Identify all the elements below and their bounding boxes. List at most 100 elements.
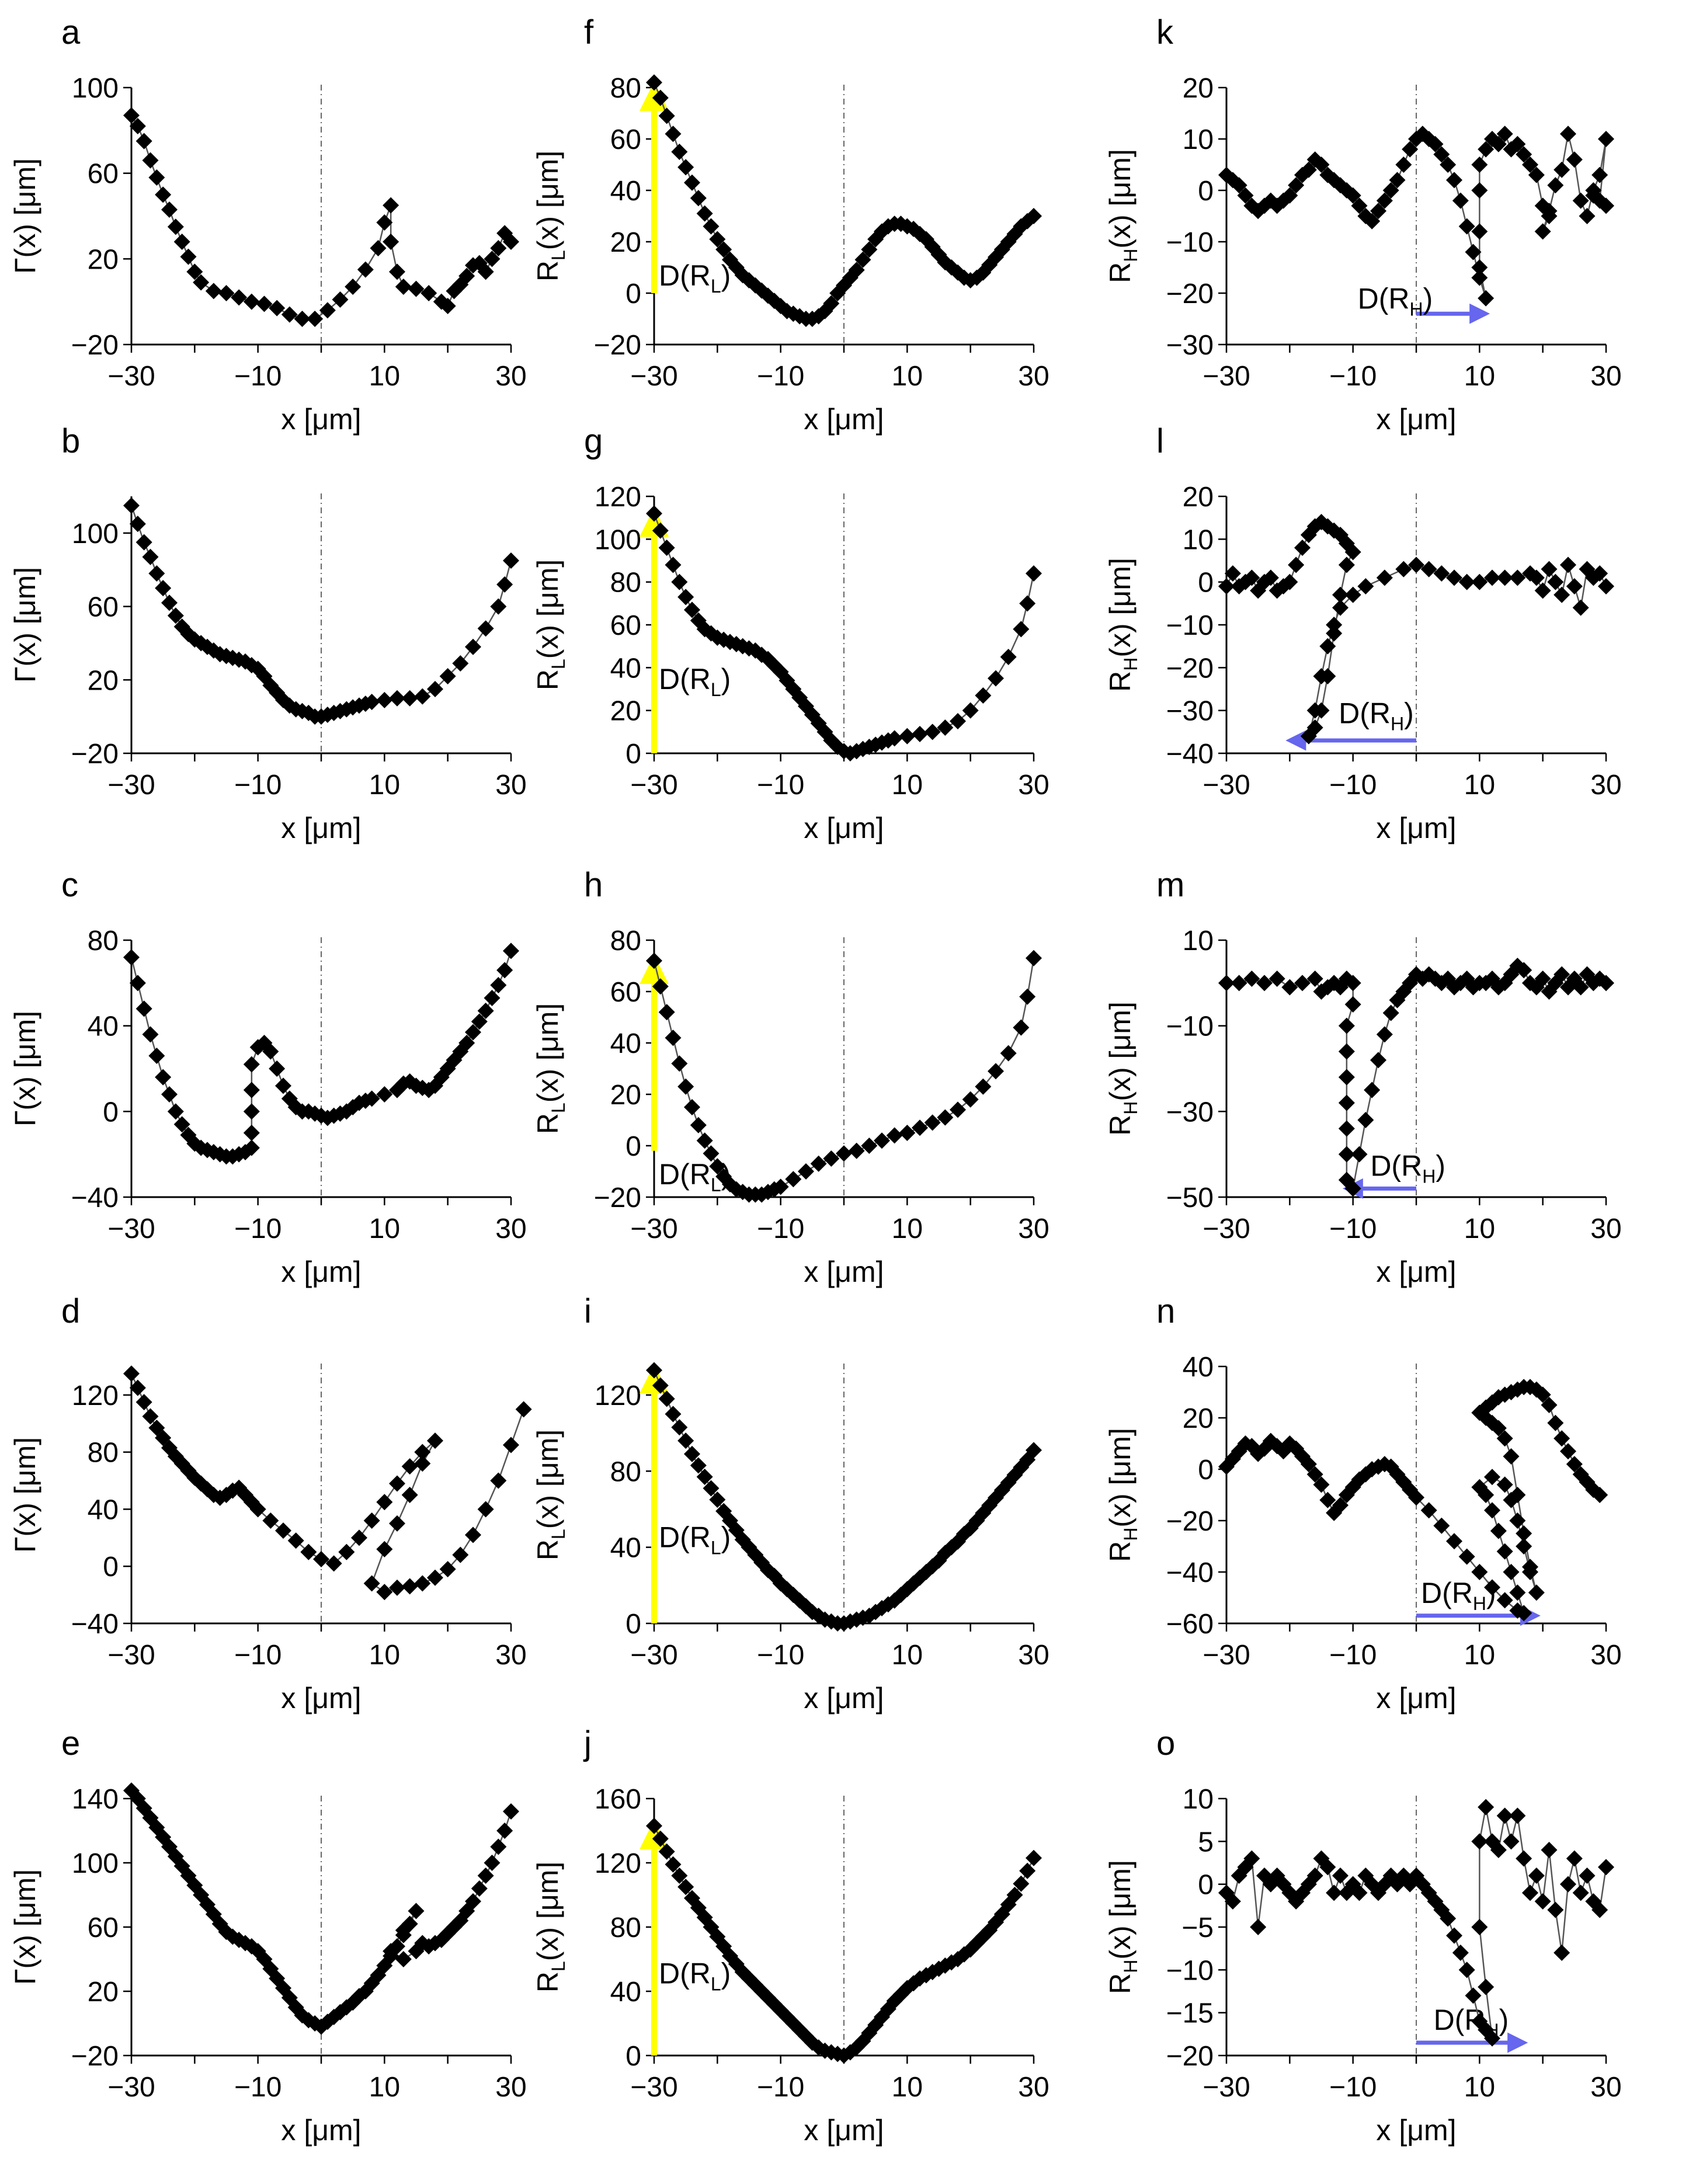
data-point [135,1000,152,1017]
data-point [345,279,362,295]
panel-letter: a [61,13,81,51]
x-tick-label: −30 [1203,2072,1250,2103]
x-tick-label: −10 [234,1213,282,1244]
y-tick-label: 80 [610,926,641,957]
data-point [1598,197,1614,214]
data-point [471,1880,488,1897]
y-axis-label-subscript: L [548,1529,569,1539]
y-tick-label: 0 [625,279,641,309]
data-point [1566,1850,1583,1867]
data-point [1503,1448,1520,1465]
data-point [665,557,682,573]
panel-letter: h [584,866,603,904]
data-point [389,263,405,280]
data-point [294,311,311,327]
data-point [1516,1605,1532,1622]
data-point [703,218,720,235]
data-point [652,978,669,995]
x-axis-label: x [μm] [1376,812,1456,844]
data-point [1262,569,1279,586]
data-point [167,607,184,624]
data-point [684,601,700,618]
data-point [912,1119,928,1136]
x-tick-label: 10 [369,770,400,801]
data-point [1471,182,1488,199]
data-point [1471,1479,1488,1496]
data-point [677,1879,694,1896]
y-tick-label: −10 [1166,1011,1214,1042]
y-axis-label: RL(x) [μm] [531,151,569,281]
data-point [496,962,513,979]
x-tick-label: 10 [369,1640,400,1671]
data-point [1389,172,1406,189]
data-point [677,159,694,176]
y-axis-label-main: R [531,1113,564,1134]
y-tick-label: 20 [1183,1403,1214,1434]
data-point [1566,1456,1583,1473]
data-point [886,730,903,747]
x-tick-label: −30 [630,2072,677,2103]
data-point [975,687,992,704]
panel-letter: j [583,1724,592,1762]
data-point [1465,1987,1482,2004]
data-point [1326,617,1343,633]
annotation-label-main: D(R [659,1158,711,1191]
y-tick-label: 40 [610,1533,641,1564]
data-point [1478,1799,1495,1816]
y-axis-label-main: R [531,669,564,690]
annotation-label-main: D(R [1339,697,1391,730]
data-point [135,1394,152,1411]
data-point [1332,586,1349,603]
panel-a: a −30 −10 10 30 −20 20 60 100 x [μm] Γ(x) [μm] [9,13,527,436]
y-tick-label: −30 [1166,330,1214,361]
data-point [1332,1867,1349,1884]
y-tick-label: 20 [610,1080,641,1111]
x-tick-label: 30 [1018,770,1049,801]
data-point [490,1838,507,1855]
y-tick-label: 120 [595,482,641,513]
y-axis-label-main: R [531,260,564,281]
data-point [148,1048,165,1064]
data-point [658,540,675,556]
annotation-label-subscript: H [1422,1166,1436,1187]
data-point [1313,668,1330,684]
y-tick-label: 20 [88,665,119,696]
data-point [186,263,203,280]
data-point [1534,1386,1551,1403]
data-point [465,638,481,655]
data-point [1231,975,1247,992]
data-point [1019,1862,1036,1879]
data-point [1484,2030,1500,2047]
data-point [243,1103,260,1120]
data-point [798,1163,814,1180]
y-tick-label: 20 [610,696,641,727]
data-point [1300,1456,1317,1473]
data-point [313,1551,329,1567]
data-point [142,548,159,565]
x-tick-label: 30 [1590,361,1621,392]
data-point [231,289,248,306]
data-point [389,690,405,707]
data-point [646,1817,662,1834]
data-point [503,552,519,569]
data-point [785,1171,802,1188]
data-point [142,152,159,169]
data-point [1446,569,1462,586]
data-point [383,197,399,214]
data-point [962,702,979,719]
data-point [389,1579,405,1596]
y-tick-label: 120 [72,1380,119,1411]
data-point [269,300,286,317]
y-axis-label-main: R [1104,671,1137,692]
annotation-label-main: D(R [659,1957,711,1990]
data-point [1306,971,1323,987]
y-tick-label: −5 [1181,1912,1214,1943]
annotation-label-subscript: L [711,1973,721,1994]
data-point [1306,1867,1323,1884]
panel-d: d −30 −10 10 30 −40 0 40 80 120 x [μm] Γ(x) [μm] [9,1292,532,1714]
data-point [1496,1807,1513,1824]
data-point [1528,1584,1545,1601]
data-point [1294,975,1311,992]
